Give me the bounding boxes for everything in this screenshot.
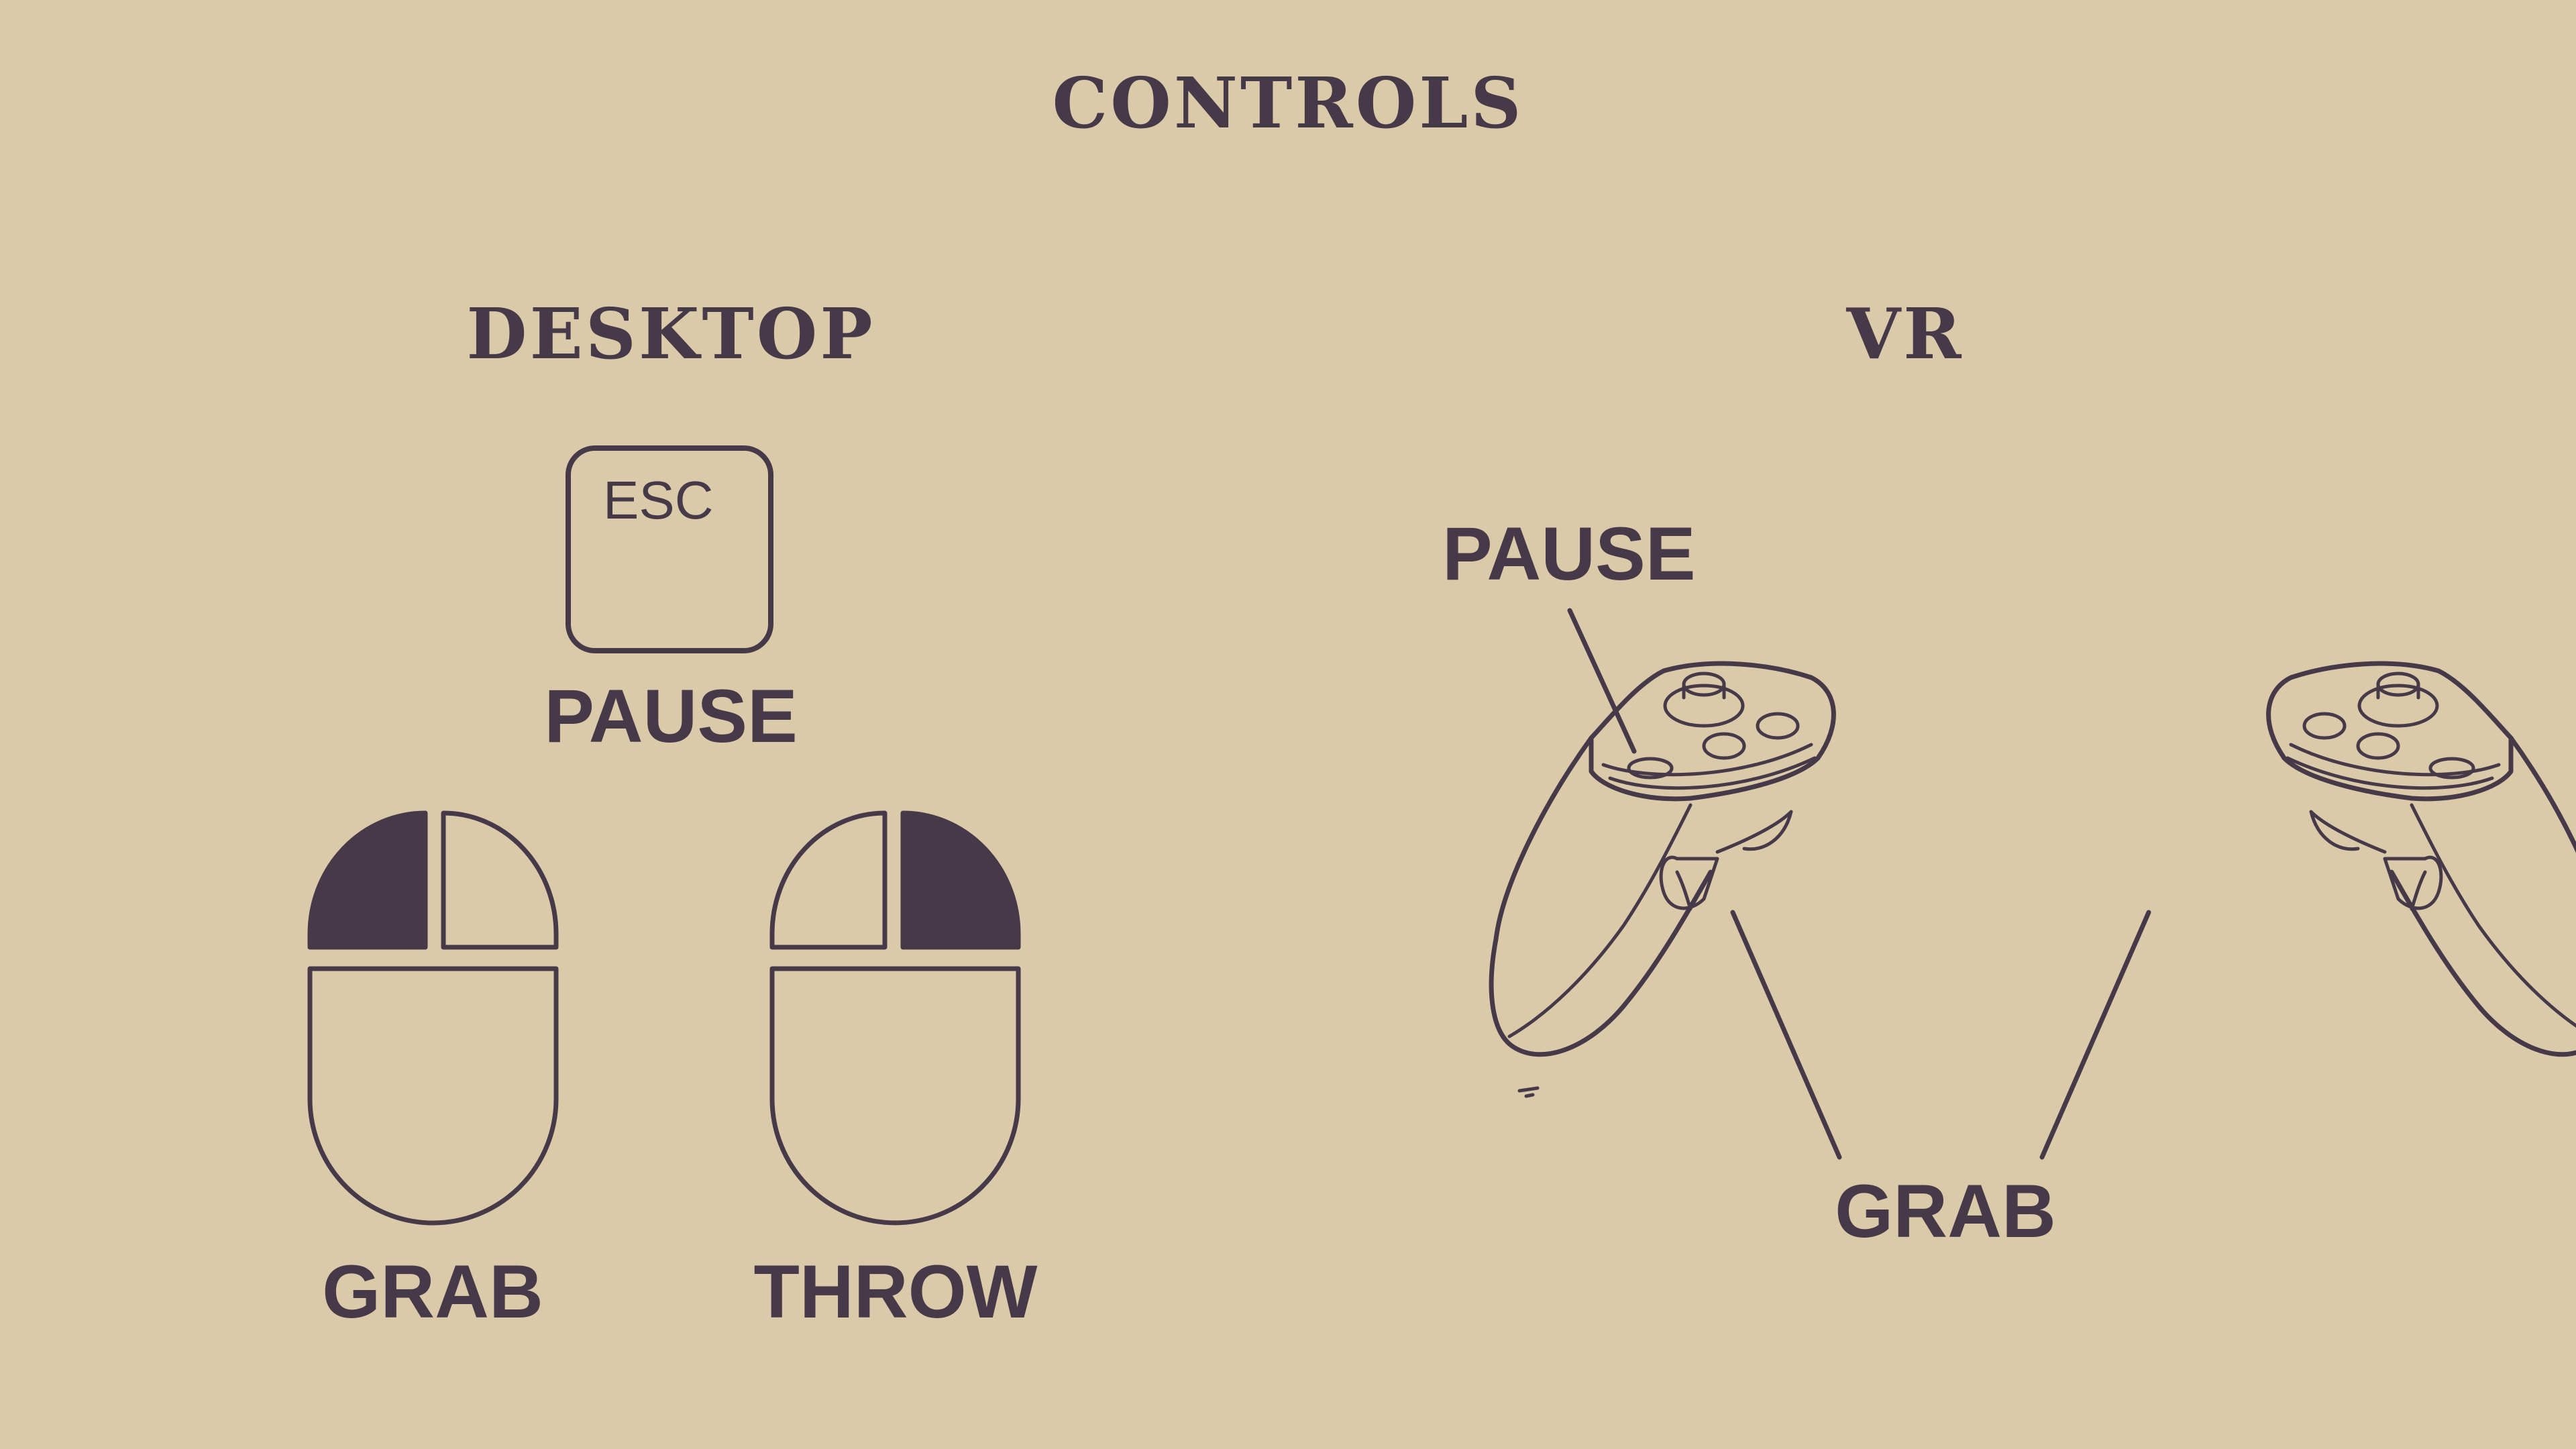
desktop-grab-label: GRAB — [322, 1250, 543, 1334]
vr-controller-right-icon — [2266, 661, 2576, 1057]
pause-leader-line — [1567, 608, 1637, 754]
vr-heading: VR — [1846, 292, 1964, 375]
mouse-right-click-icon — [769, 810, 1021, 1226]
grab-leader-line-left — [1730, 910, 1842, 1160]
esc-key-label: ESC — [603, 470, 714, 530]
desktop-heading: DESKTOP — [466, 292, 875, 375]
mouse-body — [769, 966, 1021, 1226]
grab-leader-line-right — [2039, 910, 2151, 1160]
esc-key-icon: ESC — [566, 445, 773, 653]
mouse-right-button — [441, 810, 559, 950]
vr-grab-label: GRAB — [1835, 1169, 2056, 1253]
page-title: CONTROLS — [1052, 62, 1524, 144]
desktop-throw-label: THROW — [753, 1250, 1038, 1334]
desktop-pause-label: PAUSE — [544, 674, 798, 758]
mouse-left-button-active — [307, 810, 428, 950]
vr-controller-left-icon — [1489, 661, 1836, 1098]
mouse-right-button-active — [900, 810, 1021, 950]
vr-pause-label: PAUSE — [1442, 512, 1696, 596]
mouse-left-button — [769, 810, 888, 950]
mouse-left-click-icon — [307, 810, 559, 1226]
mouse-body — [307, 966, 559, 1226]
